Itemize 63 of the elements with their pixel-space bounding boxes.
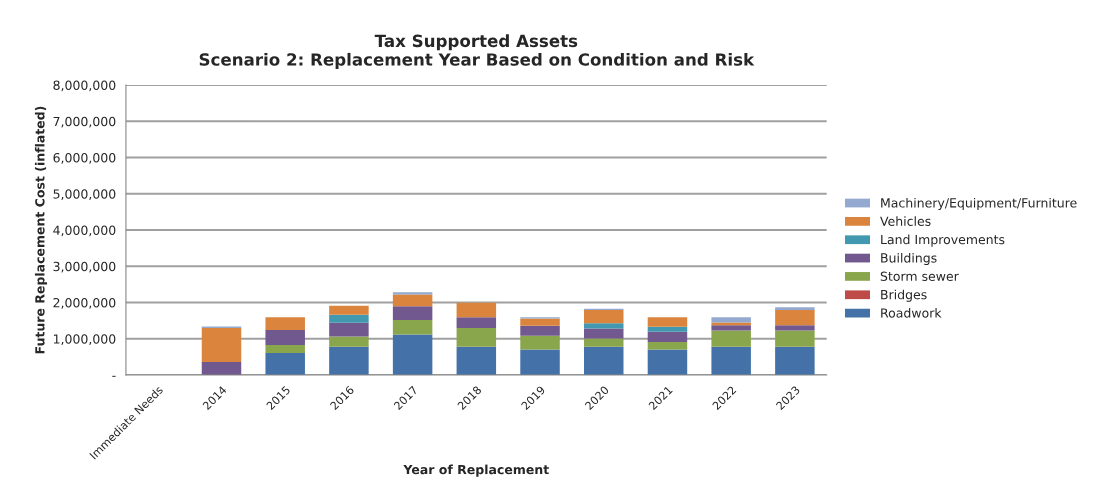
y-tick-label: 3,000,000 bbox=[53, 261, 116, 273]
legend-label: Buildings bbox=[881, 252, 937, 266]
bar bbox=[329, 346, 369, 375]
bar bbox=[775, 330, 815, 347]
legend-label: Machinery/Equipment/Furniture bbox=[881, 197, 1077, 211]
bar bbox=[265, 344, 305, 353]
y-tick-label: 1,000,000 bbox=[53, 334, 116, 345]
bar bbox=[329, 305, 369, 315]
bar bbox=[392, 306, 433, 320]
bar bbox=[520, 335, 560, 350]
bar bbox=[647, 342, 688, 350]
chart-title: Tax Supported Assets Scenario 2: Replacement Year Based on Condition and Risk bbox=[199, 34, 755, 70]
bar bbox=[456, 317, 497, 328]
bar bbox=[775, 325, 815, 331]
bar bbox=[456, 327, 497, 347]
y-tick-label: 2,000,000 bbox=[53, 297, 116, 309]
bar bbox=[711, 325, 751, 331]
bar bbox=[456, 302, 497, 318]
bar bbox=[392, 319, 433, 335]
legend-label: Storm sewer bbox=[880, 271, 959, 281]
bar bbox=[329, 322, 369, 337]
bar bbox=[520, 349, 560, 375]
bar bbox=[583, 323, 624, 329]
bar bbox=[647, 326, 688, 332]
y-tick-label: - bbox=[112, 375, 116, 377]
legend-label: Land Improvements bbox=[881, 234, 1005, 247]
bar bbox=[711, 330, 751, 347]
y-tick-label: 7,000,000 bbox=[53, 116, 116, 128]
y-tick-label: 4,000,000 bbox=[53, 225, 116, 237]
x-axis-title: Year of Replacement bbox=[403, 464, 549, 477]
legend-label: Roadwork bbox=[881, 307, 942, 318]
bar bbox=[265, 352, 305, 375]
legend-label: Vehicles bbox=[880, 216, 931, 226]
bar bbox=[392, 334, 433, 375]
bar bbox=[711, 317, 751, 323]
bar bbox=[520, 325, 560, 336]
bar bbox=[583, 346, 624, 375]
bar bbox=[647, 317, 688, 327]
bar bbox=[583, 310, 624, 324]
bar bbox=[201, 361, 242, 375]
bar bbox=[775, 346, 815, 375]
bar bbox=[647, 349, 688, 375]
bar bbox=[647, 331, 688, 343]
bar bbox=[392, 294, 433, 307]
bar bbox=[520, 318, 560, 326]
bar bbox=[711, 346, 751, 375]
bar bbox=[583, 328, 624, 339]
bar bbox=[456, 346, 497, 375]
bar bbox=[201, 327, 242, 362]
bar bbox=[583, 338, 624, 347]
y-tick-label: 8,000,000 bbox=[53, 80, 116, 92]
bar bbox=[329, 336, 369, 347]
bar bbox=[775, 310, 815, 326]
bar bbox=[775, 307, 815, 311]
y-tick-label: 5,000,000 bbox=[53, 189, 116, 200]
bar bbox=[265, 317, 305, 331]
y-axis-title: Future Replacement Cost (inflated) bbox=[34, 106, 48, 354]
bar bbox=[329, 314, 369, 323]
bar bbox=[711, 322, 751, 326]
bar bbox=[265, 330, 305, 345]
bar bbox=[392, 292, 433, 295]
legend-label: Bridges bbox=[881, 289, 927, 302]
y-tick-label: 6,000,000 bbox=[53, 152, 116, 164]
